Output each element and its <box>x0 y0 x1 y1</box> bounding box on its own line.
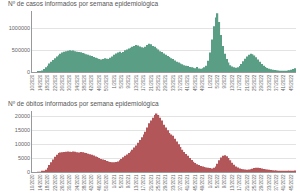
svg-text:10000: 10000 <box>15 141 30 147</box>
svg-text:13/2022: 13/2022 <box>230 174 235 191</box>
svg-text:9/2022: 9/2022 <box>222 74 227 88</box>
svg-text:41/2021: 41/2021 <box>185 74 190 91</box>
svg-text:1/2021: 1/2021 <box>112 174 117 188</box>
svg-text:37/2022: 37/2022 <box>274 74 279 91</box>
svg-text:50/2020: 50/2020 <box>104 74 109 91</box>
svg-text:17/2021: 17/2021 <box>141 74 146 91</box>
svg-text:34/2020: 34/2020 <box>75 74 80 91</box>
svg-text:15000: 15000 <box>15 127 30 133</box>
svg-text:13/2021: 13/2021 <box>134 74 139 91</box>
svg-text:Nº de óbitos informados por se: Nº de óbitos informados por semana epide… <box>8 100 159 108</box>
svg-text:45/2021: 45/2021 <box>193 174 198 191</box>
svg-text:30/2020: 30/2020 <box>67 174 72 191</box>
svg-text:21/2021: 21/2021 <box>149 174 154 191</box>
svg-text:22/2020: 22/2020 <box>53 174 58 191</box>
svg-text:5/2022: 5/2022 <box>215 74 220 88</box>
svg-text:5/2021: 5/2021 <box>119 174 124 188</box>
svg-text:13/2021: 13/2021 <box>134 174 139 191</box>
svg-text:26/2020: 26/2020 <box>60 174 65 191</box>
svg-text:1000000: 1000000 <box>9 25 30 31</box>
svg-text:17/2022: 17/2022 <box>237 74 242 91</box>
svg-text:50/2020: 50/2020 <box>104 174 109 191</box>
svg-text:17/2021: 17/2021 <box>141 174 146 191</box>
svg-text:30/2020: 30/2020 <box>67 74 72 91</box>
svg-text:5/2021: 5/2021 <box>119 74 124 88</box>
svg-text:29/2022: 29/2022 <box>259 74 264 91</box>
svg-text:38/2020: 38/2020 <box>82 174 87 191</box>
svg-text:18/2020: 18/2020 <box>45 174 50 191</box>
svg-text:33/2021: 33/2021 <box>171 174 176 191</box>
svg-text:21/2021: 21/2021 <box>149 74 154 91</box>
svg-text:5000: 5000 <box>18 155 30 161</box>
svg-text:17/2022: 17/2022 <box>237 174 242 191</box>
svg-text:45/2022: 45/2022 <box>289 74 294 91</box>
svg-text:26/2020: 26/2020 <box>60 74 65 91</box>
svg-text:9/2022: 9/2022 <box>222 174 227 188</box>
svg-text:38/2020: 38/2020 <box>82 74 87 91</box>
svg-text:45/2022: 45/2022 <box>289 174 294 191</box>
svg-text:49/2021: 49/2021 <box>200 74 205 91</box>
svg-text:45/2021: 45/2021 <box>193 74 198 91</box>
svg-text:46/2020: 46/2020 <box>97 174 102 191</box>
svg-text:34/2020: 34/2020 <box>75 174 80 191</box>
svg-text:33/2022: 33/2022 <box>267 174 272 191</box>
svg-text:29/2021: 29/2021 <box>163 174 168 191</box>
svg-text:29/2021: 29/2021 <box>163 74 168 91</box>
svg-text:14/2020: 14/2020 <box>38 74 43 91</box>
svg-text:41/2022: 41/2022 <box>281 174 286 191</box>
svg-text:41/2022: 41/2022 <box>281 74 286 91</box>
svg-text:22/2020: 22/2020 <box>53 74 58 91</box>
svg-text:37/2021: 37/2021 <box>178 174 183 191</box>
svg-text:46/2020: 46/2020 <box>97 74 102 91</box>
svg-text:1/2022: 1/2022 <box>208 74 213 88</box>
svg-text:33/2022: 33/2022 <box>267 74 272 91</box>
svg-text:13/2022: 13/2022 <box>230 74 235 91</box>
svg-text:14/2020: 14/2020 <box>38 174 43 191</box>
svg-text:41/2021: 41/2021 <box>185 174 190 191</box>
svg-text:0: 0 <box>27 169 30 175</box>
svg-text:42/2020: 42/2020 <box>89 174 94 191</box>
svg-text:25/2021: 25/2021 <box>156 74 161 91</box>
svg-text:9/2021: 9/2021 <box>126 174 131 188</box>
svg-text:37/2022: 37/2022 <box>274 174 279 191</box>
svg-text:25/2021: 25/2021 <box>156 174 161 191</box>
svg-text:1/2022: 1/2022 <box>208 174 213 188</box>
svg-text:25/2022: 25/2022 <box>252 74 257 91</box>
svg-text:0: 0 <box>27 69 30 75</box>
svg-text:29/2022: 29/2022 <box>259 174 264 191</box>
svg-text:500000: 500000 <box>12 47 30 53</box>
svg-text:49/2021: 49/2021 <box>200 174 205 191</box>
svg-text:37/2021: 37/2021 <box>178 74 183 91</box>
svg-text:1/2021: 1/2021 <box>112 74 117 88</box>
svg-text:9/2021: 9/2021 <box>126 74 131 88</box>
svg-text:42/2020: 42/2020 <box>89 74 94 91</box>
svg-text:21/2022: 21/2022 <box>245 74 250 91</box>
svg-text:Nº de casos informados por sem: Nº de casos informados por semana epidem… <box>8 0 159 8</box>
svg-text:18/2020: 18/2020 <box>45 74 50 91</box>
svg-text:33/2021: 33/2021 <box>171 74 176 91</box>
svg-text:25/2022: 25/2022 <box>252 174 257 191</box>
svg-text:10/2020: 10/2020 <box>30 174 35 191</box>
svg-text:20000: 20000 <box>15 113 30 119</box>
svg-text:10/2020: 10/2020 <box>30 74 35 91</box>
svg-text:21/2022: 21/2022 <box>245 174 250 191</box>
svg-text:5/2022: 5/2022 <box>215 174 220 188</box>
